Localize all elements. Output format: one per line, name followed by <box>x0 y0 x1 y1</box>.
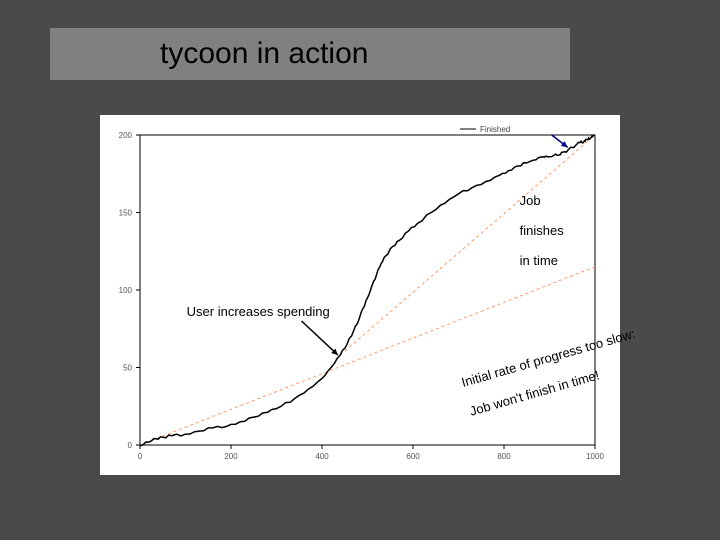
svg-text:400: 400 <box>315 452 329 461</box>
svg-text:200: 200 <box>119 131 133 140</box>
annotation-job-line3: in time <box>520 253 558 268</box>
svg-text:100: 100 <box>119 286 133 295</box>
title-bar: tycoon in action <box>50 28 570 80</box>
svg-text:150: 150 <box>119 209 133 218</box>
annotation-job-line2: finishes <box>520 223 564 238</box>
svg-text:800: 800 <box>497 452 511 461</box>
annotation-user-increases: User increases spending <box>165 290 330 335</box>
svg-text:Finished: Finished <box>480 125 510 134</box>
svg-text:200: 200 <box>224 452 238 461</box>
svg-text:0: 0 <box>128 441 133 450</box>
annotation-job-line1: Job <box>520 193 541 208</box>
svg-text:0: 0 <box>138 452 143 461</box>
slide: tycoon in action 0 200 400 600 800 1000 0 50 100… <box>0 0 720 540</box>
annotation-job-finishes: Job finishes in time <box>498 179 564 284</box>
svg-text:600: 600 <box>406 452 420 461</box>
slide-title: tycoon in action <box>160 37 368 71</box>
chart-container: 0 200 400 600 800 1000 0 50 100 150 200 Finished Jo… <box>100 115 620 475</box>
svg-text:1000: 1000 <box>586 452 604 461</box>
annotation-user-text: User increases spending <box>187 304 330 319</box>
svg-text:50: 50 <box>123 364 132 373</box>
